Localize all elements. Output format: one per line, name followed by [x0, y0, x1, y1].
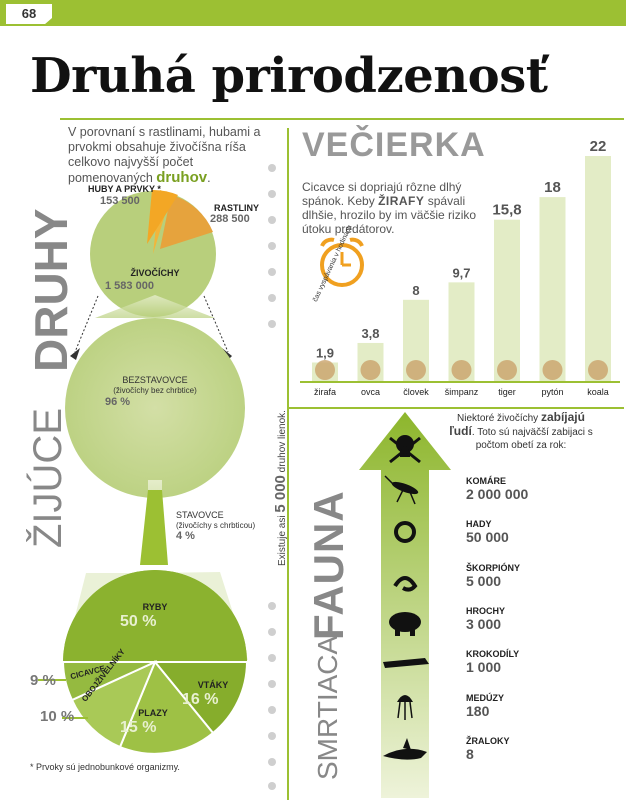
stavovce-sub: (živočíchy s chrbticou): [176, 521, 256, 530]
bezstavovce-sub: (živočíchy bez chrbtice): [113, 386, 197, 395]
killer-row: ŠKORPIÓNY 5 000: [466, 563, 520, 589]
bar-category-label: šimpanz: [445, 387, 479, 397]
killer-row: KROKODÍLY 1 000: [466, 649, 519, 675]
killer-row: MEDÚZY 180: [466, 693, 504, 719]
alarm-clock-icon: [320, 237, 364, 287]
killer-value: 3 000: [466, 615, 502, 632]
stavovce-label: STAVOVCE: [176, 510, 224, 520]
stavovce-funnel: [140, 490, 168, 565]
killer-row: HADY 50 000: [466, 519, 509, 545]
skull-icon: [396, 435, 414, 453]
bar-value-label: 18: [544, 179, 561, 196]
bar-tiger: [494, 219, 520, 382]
page-title: Druhá prirodzenosť: [30, 48, 548, 104]
bar-value-label: 22: [590, 140, 607, 155]
bar-value-label: 3,8: [361, 326, 379, 341]
plazy-value: 15 %: [120, 719, 157, 736]
animal-silhouette: [360, 360, 381, 380]
obojzivelniky-slice: [70, 660, 157, 749]
bar-value-label: 15,8: [492, 202, 521, 219]
animal-silhouette: [315, 360, 335, 380]
killer-name: HROCHY: [466, 605, 506, 616]
killer-name: KROKODÍLY: [466, 649, 520, 660]
snake-icon: [394, 521, 416, 543]
killer-name: KOMÁRE: [466, 476, 506, 486]
killer-name: ŠKORPIÓNY: [466, 562, 521, 573]
ryby-value: 50 %: [120, 613, 157, 630]
killer-row: ŽRALOKY 8: [466, 736, 510, 762]
huby-label: HUBY A PRVKY *: [88, 184, 161, 194]
bezstavovce-value: 96 %: [105, 396, 131, 408]
rastliny-label: RASTLINY: [214, 203, 259, 213]
jellyfish-icon: [397, 695, 413, 702]
killer-value: 180: [466, 702, 490, 719]
stavovce-value: 4 %: [176, 530, 195, 542]
intro-emphasis: druhov: [156, 169, 208, 186]
killer-value: 5 000: [466, 572, 502, 589]
animal-silhouette: [542, 360, 563, 380]
plazy-label: PLAZY: [138, 708, 168, 718]
ladybug-note: Existuje asi 5 000 druhov lienok.: [272, 410, 289, 566]
vtaky-label: VTÁKY: [197, 680, 229, 690]
obojzivelniky-value: 10 %: [40, 708, 75, 725]
plazy-slice: [118, 660, 215, 755]
bezstavovce-label: BEZSTAVOVCE: [122, 375, 188, 385]
zivocichy-value: 1 583 000: [105, 280, 154, 292]
bar-category-label: žirafa: [314, 387, 336, 397]
killer-value: 1 000: [466, 659, 502, 676]
killer-value: 2 000 000: [466, 486, 529, 502]
rastliny-value: 288 500: [210, 213, 250, 225]
intro-text: V porovnaní s rastlinami, hubami a prvok…: [68, 125, 261, 186]
huby-value: 153 500: [100, 195, 140, 207]
title-underline: [60, 118, 624, 120]
bar-value-label: 9,7: [452, 265, 470, 280]
vertical-title-smrtiaca: SMRTIACA: [312, 635, 343, 780]
killer-arrow: [359, 412, 451, 798]
killer-name: ŽRALOKY: [466, 735, 510, 746]
bar-category-label: pytón: [541, 387, 563, 397]
ryby-slice: [63, 570, 247, 662]
bar-value-label: 1,9: [316, 345, 334, 360]
killer-name: MEDÚZY: [466, 692, 504, 703]
bar-koala: [585, 156, 611, 382]
vertical-title-fauna: FAUNA: [305, 490, 352, 640]
top-bar: [0, 0, 626, 26]
killer-row: KOMÁRE 2 000 000: [466, 476, 528, 502]
animal-silhouette: [588, 360, 608, 380]
zivocichy-label: ŽIVOČÍCHY: [130, 268, 180, 278]
vtaky-slice: [152, 661, 249, 735]
bar-category-label: tiger: [498, 387, 516, 397]
ladybug-column: [268, 164, 276, 790]
page-number: 68: [6, 4, 52, 24]
scorpion-icon: [393, 576, 418, 592]
fauna-intro: Niektoré živočíchy zabíjajú ľudí. Toto s…: [449, 410, 593, 452]
bar-category-label: ovca: [361, 387, 380, 397]
killer-value: 50 000: [466, 529, 509, 546]
vecierka-title: VEČIERKA: [302, 126, 486, 164]
vecierka-intro: Cicavce si dopriajú rôzne dlhý spánok. K…: [302, 180, 477, 236]
bezstavovce-circle: [65, 318, 245, 498]
huby-slice-offset: [147, 189, 178, 244]
crocodile-icon: [383, 658, 429, 668]
killer-name: HADY: [466, 519, 492, 530]
shark-icon: [383, 748, 427, 760]
killer-value: 8: [466, 745, 474, 762]
bar-category-label: koala: [587, 387, 609, 397]
animal-silhouette: [451, 360, 472, 380]
vtaky-value: 16 %: [182, 691, 219, 708]
footnote: * Prvoky sú jednobunkové organizmy.: [30, 762, 180, 772]
killer-row: HROCHY 3 000: [466, 606, 505, 632]
animal-silhouette: [497, 360, 517, 380]
bar-value-label: 8: [412, 283, 419, 298]
ryby-label: RYBY: [142, 602, 168, 612]
hippo-icon: [389, 612, 421, 632]
bar-category-label: človek: [403, 387, 429, 397]
rastliny-slice: [160, 195, 213, 249]
animal-silhouette: [406, 360, 426, 380]
cicavce-value: 9 %: [30, 672, 56, 689]
mosquito-icon: [391, 481, 419, 495]
bar-pytón: [539, 197, 566, 382]
sleep-chart: 1,9 žirafa 3,8 ovca 8 človek 9,7 šimpanz 15,8 tig…: [300, 140, 620, 397]
